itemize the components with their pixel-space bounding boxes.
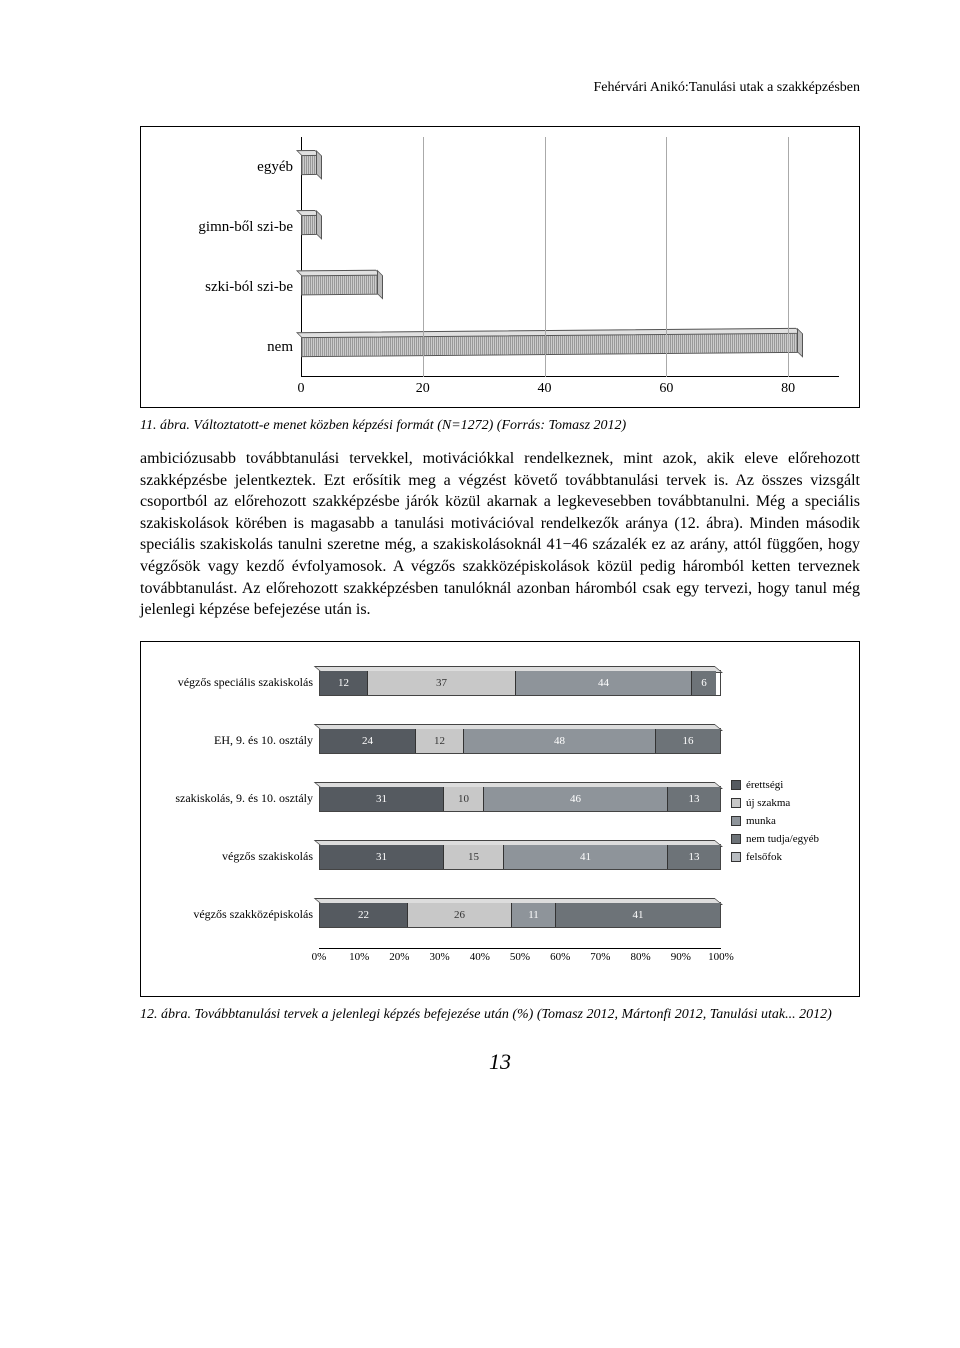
chart-12-caption: 12. ábra. Továbbtanulási tervek a jelenl… <box>140 1007 860 1023</box>
chart-12-segment: 16 <box>656 729 720 753</box>
chart-12-legend-item: munka <box>731 815 851 827</box>
legend-label: nem tudja/egyéb <box>746 833 819 845</box>
chart-12-category-label: végzős speciális szakiskolás <box>149 654 319 712</box>
chart-11-caption: 11. ábra. Változtatott-e menet közben ké… <box>140 418 860 434</box>
chart-12-segment: 22 <box>320 903 408 927</box>
chart-12-segment: 11 <box>512 903 556 927</box>
chart-12-segment: 12 <box>416 729 464 753</box>
chart-12-segment: 31 <box>320 845 444 869</box>
chart-12-legend-item: érettségi <box>731 779 851 791</box>
chart-12-frame: végzős speciális szakiskolásEH, 9. és 10… <box>140 641 860 997</box>
chart-12-tick-label: 0% <box>312 951 327 963</box>
chart-12-bar: 31104613 <box>319 786 721 812</box>
chart-12-category-label: végzős szakközépiskolás <box>149 886 319 944</box>
legend-label: felsőfok <box>746 851 782 863</box>
chart-12-segment: 41 <box>504 845 668 869</box>
chart-12-segment: 24 <box>320 729 416 753</box>
chart-11-gridline <box>423 137 424 377</box>
chart-11-category-label: szki-ból szi-be <box>151 257 301 317</box>
legend-swatch-icon <box>731 852 741 862</box>
chart-11-gridline <box>788 137 789 377</box>
chart-11-bar <box>301 331 800 357</box>
chart-12-bar: 1237446 <box>319 670 721 696</box>
legend-swatch-icon <box>731 834 741 844</box>
chart-12-segment: 15 <box>444 845 504 869</box>
chart-12-segment: 44 <box>516 671 692 695</box>
legend-label: új szakma <box>746 797 790 809</box>
chart-12-tick-label: 50% <box>510 951 530 963</box>
chart-12-bar: 22261141 <box>319 902 721 928</box>
chart-11: egyébgimn-ből szi-beszki-ból szi-benem 0… <box>151 137 849 397</box>
chart-12-legend-item: új szakma <box>731 797 851 809</box>
legend-swatch-icon <box>731 780 741 790</box>
chart-12-segment: 13 <box>668 845 720 869</box>
body-paragraph: ambiciózusabb továbbtanulási tervekkel, … <box>140 448 860 621</box>
chart-11-bar <box>301 153 319 175</box>
chart-12-segment: 37 <box>368 671 516 695</box>
chart-12-category-label: végzős szakiskolás <box>149 828 319 886</box>
chart-12-tick-label: 80% <box>631 951 651 963</box>
chart-12-tick-label: 30% <box>430 951 450 963</box>
chart-12-tick-label: 100% <box>708 951 734 963</box>
chart-12-segment: 41 <box>556 903 720 927</box>
chart-12-tick-label: 40% <box>470 951 490 963</box>
chart-11-tick-label: 0 <box>298 381 305 397</box>
chart-11-tick-label: 40 <box>538 381 552 397</box>
chart-12-segment: 46 <box>484 787 668 811</box>
chart-12-segment: 48 <box>464 729 656 753</box>
chart-12-legend: érettségi új szakma munka nem tudja/egyéb fe… <box>721 654 851 988</box>
chart-12-segment: 6 <box>692 671 716 695</box>
page-number: 13 <box>140 1049 860 1075</box>
chart-12-segment: 12 <box>320 671 368 695</box>
chart-12-tick-label: 60% <box>550 951 570 963</box>
legend-label: munka <box>746 815 776 827</box>
chart-12-category-label: szakiskolás, 9. és 10. osztály <box>149 770 319 828</box>
chart-12-segment: 13 <box>668 787 720 811</box>
legend-swatch-icon <box>731 816 741 826</box>
chart-12-segment: 31 <box>320 787 444 811</box>
running-head: Fehérvári Anikó:Tanulási utak a szakképz… <box>140 80 860 96</box>
chart-11-frame: egyébgimn-ből szi-beszki-ból szi-benem 0… <box>140 126 860 408</box>
chart-12-tick-label: 10% <box>349 951 369 963</box>
chart-12-x-axis: 0%10%20%30%40%50%60%70%80%90%100% <box>319 948 721 968</box>
chart-12-category-label: EH, 9. és 10. osztály <box>149 712 319 770</box>
chart-12-legend-item: nem tudja/egyéb <box>731 833 851 845</box>
chart-11-category-label: nem <box>151 317 301 377</box>
chart-12-bar: 24124816 <box>319 728 721 754</box>
chart-12-tick-label: 70% <box>590 951 610 963</box>
chart-12-bar: 31154113 <box>319 844 721 870</box>
chart-12: végzős speciális szakiskolásEH, 9. és 10… <box>149 654 851 988</box>
chart-11-gridline <box>545 137 546 377</box>
chart-11-bar <box>301 273 380 296</box>
legend-swatch-icon <box>731 798 741 808</box>
chart-12-segment: 26 <box>408 903 512 927</box>
chart-11-category-label: gimn-ből szi-be <box>151 197 301 257</box>
chart-12-legend-item: felsőfok <box>731 851 851 863</box>
chart-11-tick-label: 20 <box>416 381 430 397</box>
chart-11-x-axis <box>301 376 839 377</box>
chart-11-tick-label: 80 <box>781 381 795 397</box>
chart-11-tick-label: 60 <box>659 381 673 397</box>
chart-11-gridline <box>666 137 667 377</box>
legend-label: érettségi <box>746 779 783 791</box>
chart-12-tick-label: 20% <box>389 951 409 963</box>
chart-12-segment: 10 <box>444 787 484 811</box>
chart-11-category-label: egyéb <box>151 137 301 197</box>
chart-11-bar <box>301 213 319 235</box>
chart-12-tick-label: 90% <box>671 951 691 963</box>
